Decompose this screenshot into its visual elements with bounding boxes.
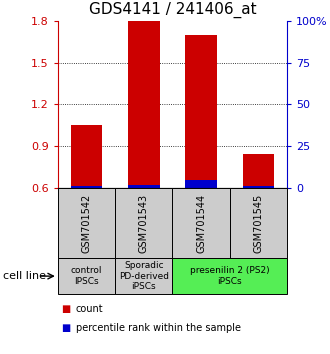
Text: count: count [76, 304, 104, 314]
Bar [173, 188, 230, 258]
Bar [185, 180, 217, 188]
Bar [173, 258, 287, 294]
Bar [58, 258, 115, 294]
Text: GSM701544: GSM701544 [196, 193, 206, 253]
Text: percentile rank within the sample: percentile rank within the sample [76, 323, 241, 333]
Bar [185, 35, 217, 188]
Bar [243, 185, 274, 188]
Text: GSM701543: GSM701543 [139, 193, 149, 253]
Bar [128, 185, 159, 188]
Bar [115, 188, 173, 258]
Bar [71, 125, 102, 188]
Text: presenilin 2 (PS2)
iPSCs: presenilin 2 (PS2) iPSCs [190, 267, 270, 286]
Bar [115, 258, 173, 294]
Title: GDS4141 / 241406_at: GDS4141 / 241406_at [89, 2, 256, 18]
Bar [58, 188, 115, 258]
Bar [243, 154, 274, 188]
Text: ■: ■ [61, 323, 70, 333]
Text: GSM701545: GSM701545 [253, 193, 263, 253]
Text: Sporadic
PD-derived
iPSCs: Sporadic PD-derived iPSCs [119, 261, 169, 291]
Bar [71, 185, 102, 188]
Text: control
IPSCs: control IPSCs [71, 267, 102, 286]
Text: GSM701542: GSM701542 [82, 193, 91, 253]
Text: cell line: cell line [3, 271, 46, 281]
Bar [230, 188, 287, 258]
Bar [128, 21, 159, 188]
Text: ■: ■ [61, 304, 70, 314]
